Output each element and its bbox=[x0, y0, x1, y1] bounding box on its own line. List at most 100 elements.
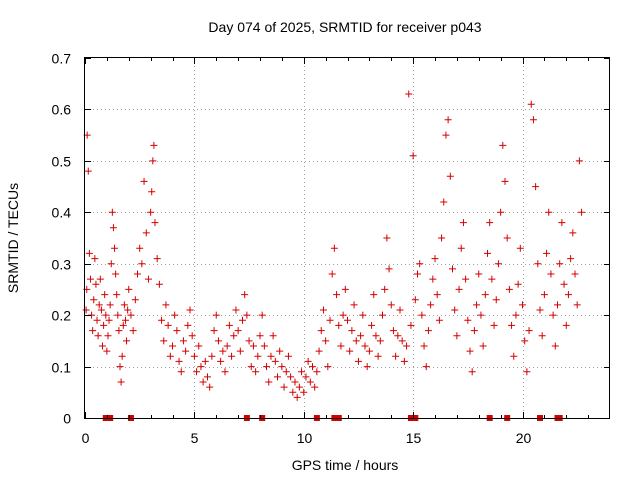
data-point bbox=[352, 337, 360, 345]
data-point bbox=[387, 301, 395, 309]
data-point bbox=[549, 311, 557, 319]
data-point bbox=[171, 311, 179, 319]
data-point bbox=[119, 321, 127, 329]
data-point bbox=[182, 347, 190, 355]
data-point bbox=[319, 306, 327, 314]
data-point bbox=[468, 368, 476, 376]
data-point bbox=[206, 383, 214, 391]
grid-lines bbox=[85, 58, 610, 418]
data-point bbox=[97, 306, 105, 314]
data-point bbox=[479, 342, 487, 350]
data-point bbox=[204, 373, 211, 381]
data-point bbox=[269, 332, 277, 340]
data-point bbox=[221, 368, 229, 376]
data-point bbox=[508, 321, 516, 329]
x-tick-label: 20 bbox=[516, 430, 532, 446]
data-point bbox=[477, 311, 485, 319]
data-point bbox=[298, 368, 306, 376]
data-point bbox=[429, 275, 437, 283]
data-point bbox=[374, 352, 382, 360]
data-point bbox=[400, 357, 408, 365]
data-point bbox=[354, 357, 362, 365]
data-point bbox=[385, 265, 393, 273]
data-point bbox=[341, 285, 349, 293]
data-point bbox=[521, 337, 529, 345]
data-point bbox=[105, 316, 113, 324]
data-point bbox=[108, 208, 116, 216]
data-point bbox=[208, 352, 216, 360]
data-point bbox=[398, 337, 406, 345]
data-point bbox=[470, 327, 478, 335]
data-point bbox=[117, 378, 125, 386]
data-point bbox=[543, 249, 551, 257]
data-point bbox=[140, 177, 148, 185]
data-point bbox=[219, 347, 227, 355]
y-axis-label: SRMTID / TECUs bbox=[5, 183, 21, 293]
x-tick-label: 5 bbox=[191, 430, 199, 446]
data-point bbox=[114, 311, 122, 319]
data-point bbox=[96, 275, 104, 283]
data-point bbox=[326, 316, 334, 324]
data-point bbox=[359, 311, 367, 319]
data-point bbox=[201, 357, 209, 365]
data-point bbox=[311, 383, 319, 391]
data-point bbox=[547, 270, 555, 278]
x-tick-label: 10 bbox=[297, 430, 313, 446]
data-point bbox=[571, 270, 579, 278]
data-point bbox=[260, 342, 268, 350]
data-point bbox=[99, 342, 106, 350]
data-point bbox=[243, 311, 251, 319]
data-point bbox=[254, 352, 262, 360]
data-point bbox=[162, 301, 170, 309]
data-point bbox=[558, 219, 566, 227]
data-point bbox=[442, 131, 450, 139]
data-point bbox=[440, 198, 448, 206]
data-point bbox=[424, 327, 432, 335]
data-point bbox=[100, 321, 108, 329]
y-tick-label: 0.4 bbox=[52, 205, 72, 221]
data-point bbox=[435, 316, 443, 324]
data-point bbox=[293, 393, 301, 401]
data-point bbox=[101, 291, 109, 299]
data-point bbox=[111, 244, 119, 252]
data-point bbox=[348, 327, 356, 335]
data-point bbox=[112, 270, 120, 278]
data-point bbox=[109, 224, 117, 232]
data-point bbox=[90, 296, 98, 304]
data-point bbox=[335, 321, 343, 329]
data-point bbox=[396, 306, 404, 314]
data-point bbox=[536, 306, 544, 314]
data-point bbox=[184, 321, 192, 329]
data-point bbox=[376, 337, 384, 345]
data-point bbox=[573, 301, 581, 309]
data-point bbox=[475, 270, 483, 278]
data-point bbox=[501, 177, 509, 185]
data-point bbox=[125, 285, 133, 293]
data-point bbox=[82, 306, 90, 314]
data-point bbox=[121, 316, 129, 324]
data-point bbox=[523, 368, 531, 376]
data-point bbox=[210, 327, 218, 335]
data-point bbox=[223, 342, 231, 350]
data-point bbox=[274, 373, 281, 381]
data-point bbox=[252, 368, 260, 376]
data-point bbox=[532, 183, 540, 191]
data-point bbox=[350, 301, 358, 309]
data-point bbox=[166, 352, 174, 360]
data-point bbox=[217, 357, 225, 365]
data-point bbox=[540, 291, 548, 299]
data-point bbox=[153, 255, 161, 263]
data-point bbox=[115, 327, 123, 335]
data-point bbox=[302, 373, 310, 381]
y-tick-label: 0.1 bbox=[52, 360, 72, 376]
data-point bbox=[84, 167, 92, 175]
data-point bbox=[93, 316, 101, 324]
data-point bbox=[150, 141, 158, 149]
data-point bbox=[363, 363, 371, 371]
data-point bbox=[492, 296, 500, 304]
data-point bbox=[142, 229, 150, 237]
data-point bbox=[228, 352, 236, 360]
data-point bbox=[407, 321, 415, 329]
data-point bbox=[230, 332, 238, 340]
